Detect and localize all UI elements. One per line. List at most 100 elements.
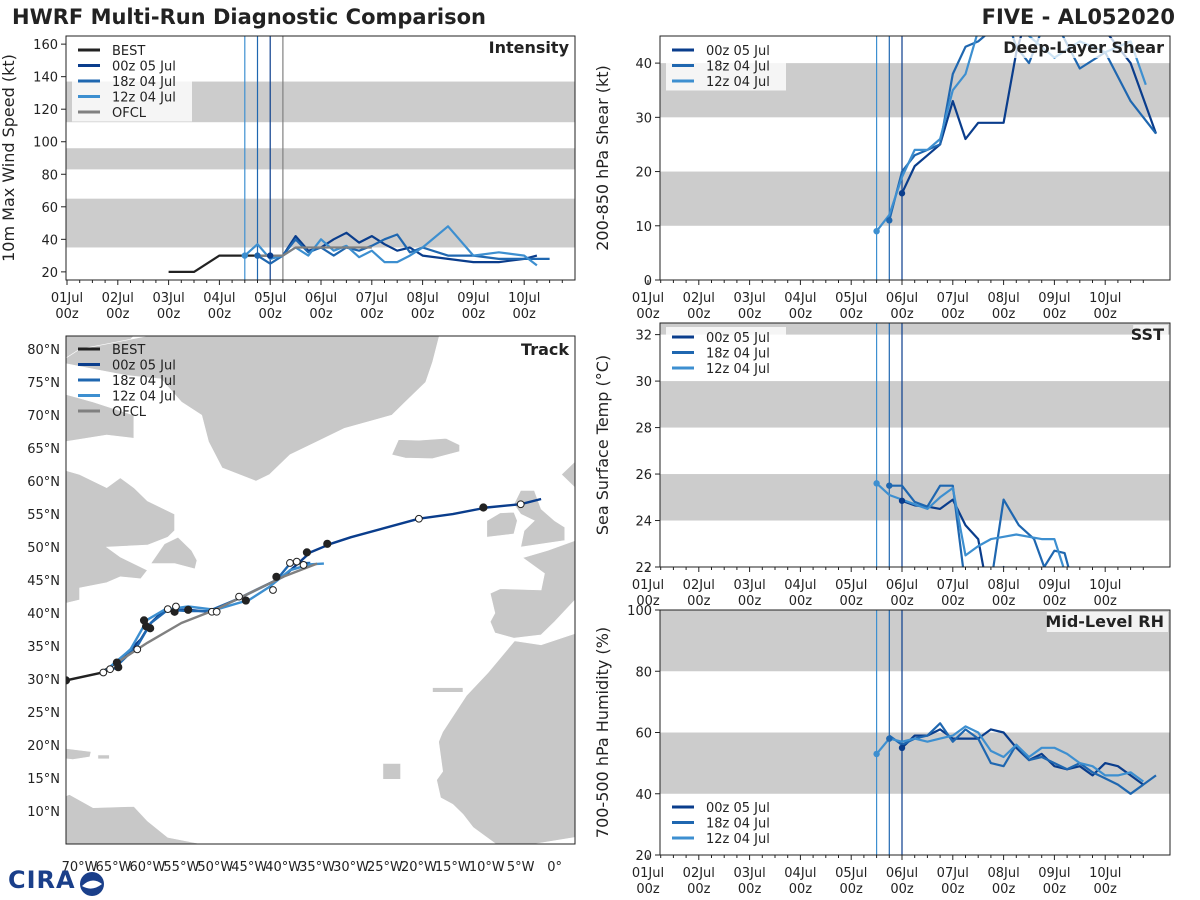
y-tick-label: 100 (33, 136, 58, 151)
track-point-filled (184, 605, 193, 614)
lon-tick-label: 60°W (129, 860, 165, 875)
x-tick-day: 08Jul (987, 866, 1019, 881)
x-tick-day: 06Jul (886, 866, 918, 881)
band-0 (660, 171, 1170, 226)
y-tick-label: 22 (635, 561, 652, 576)
land-newfoundland (150, 536, 198, 570)
series-line-00z-05-jul (901, 36, 1158, 194)
x-tick-day: 04Jul (203, 291, 235, 306)
land-iceland (391, 437, 460, 460)
lat-tick-label: 60°N (27, 475, 60, 490)
y-tick-label: 80 (635, 665, 652, 680)
panel-sst: 22242628303201Jul00z02Jul00z03Jul00z04Ju… (593, 322, 1171, 609)
x-tick-hour: 00z (1043, 594, 1067, 609)
x-tick-day: 09Jul (457, 291, 489, 306)
x-tick-day: 07Jul (937, 578, 969, 593)
legend-label: 12z 04 Jul (112, 91, 176, 106)
y-axis-label: 200-850 hPa Shear (kt) (593, 65, 612, 251)
x-tick-hour: 00z (890, 882, 914, 897)
init-marker-0 (873, 228, 880, 235)
legend-label: 12z 04 Jul (706, 362, 770, 377)
x-tick-hour: 00z (360, 307, 384, 322)
panel-track: 10°N 15°N 20°N 25°N 30°N 35°N 40°N 45°N 50°N 55°N… (27, 335, 576, 875)
x-tick-hour: 00z (55, 307, 79, 322)
x-tick-hour: 00z (840, 882, 864, 897)
track-point-open (106, 665, 115, 674)
x-tick-hour: 00z (941, 594, 965, 609)
lat-tick-label: 35°N (27, 640, 60, 655)
x-tick-hour: 00z (309, 307, 333, 322)
x-tick-day: 09Jul (1038, 291, 1070, 306)
lon-tick-label: 30°W (333, 860, 369, 875)
y-axis-label: 10m Max Wind Speed (kt) (0, 54, 18, 262)
lat-tick-label: 70°N (27, 409, 60, 424)
x-tick-hour: 00z (636, 307, 660, 322)
x-tick-day: 04Jul (784, 578, 816, 593)
band-0 (660, 732, 1170, 794)
init-marker-0 (873, 480, 880, 487)
panel-title: SST (1131, 325, 1164, 344)
track-point-filled (272, 572, 281, 581)
init-marker-1 (886, 735, 893, 742)
y-tick-label: 80 (41, 168, 58, 183)
lon-tick-label: 25°W (367, 860, 403, 875)
band-1 (660, 381, 1170, 428)
x-tick-hour: 00z (1043, 882, 1067, 897)
lon-tick-label: 35°W (299, 860, 335, 875)
track-point-open (516, 500, 525, 509)
x-tick-hour: 00z (992, 307, 1016, 322)
init-marker-0 (873, 750, 880, 758)
x-tick-hour: 00z (106, 307, 130, 322)
panel-rh: 2040608010001Jul00z02Jul00z03Jul00z04Jul… (593, 604, 1171, 897)
map-frame (65, 335, 576, 845)
y-tick-label: 30 (635, 375, 652, 390)
y-tick-label: 26 (635, 468, 652, 483)
init-marker-1 (886, 482, 893, 489)
track-point-filled (302, 548, 312, 557)
track-point-open (299, 561, 308, 569)
x-tick-hour: 00z (513, 307, 537, 322)
track-point-open (286, 559, 294, 567)
x-tick-hour: 00z (687, 882, 711, 897)
x-tick-hour: 00z (789, 882, 813, 897)
lat-tick-label: 15°N (27, 772, 60, 787)
x-tick-day: 09Jul (1038, 866, 1070, 881)
lon-tick-label: 0° (547, 860, 562, 875)
x-tick-hour: 00z (941, 882, 965, 897)
lon-tick-label: 50°W (197, 860, 233, 875)
x-tick-day: 02Jul (683, 866, 715, 881)
y-tick-label: 160 (33, 38, 58, 53)
lon-tick-label: 15°W (435, 860, 471, 875)
legend-label: 00z 05 Jul (112, 60, 176, 75)
x-tick-hour: 00z (1043, 307, 1067, 322)
x-tick-hour: 00z (157, 307, 181, 322)
x-tick-hour: 00z (941, 307, 965, 322)
panel-title: Deep-Layer Shear (1003, 38, 1164, 57)
track-point-filled (241, 596, 250, 605)
cira-logo: CIRA (4, 866, 114, 898)
page-title: HWRF Multi-Run Diagnostic Comparison (12, 5, 487, 29)
legend-label: 18z 04 Jul (706, 60, 770, 75)
lat-tick-label: 50°N (27, 541, 60, 556)
init-marker-2 (898, 497, 906, 504)
title-bg (1133, 325, 1168, 345)
track-point-filled (323, 539, 332, 548)
x-tick-day: 02Jul (102, 291, 134, 306)
init-marker-0 (241, 252, 248, 259)
x-tick-hour: 00z (1094, 594, 1118, 609)
x-tick-day: 02Jul (683, 578, 715, 593)
y-tick-label: 20 (635, 166, 652, 181)
track-point-open (415, 514, 423, 523)
land-britain (513, 490, 566, 548)
title-bg (480, 38, 573, 58)
track-point-open (172, 602, 180, 611)
x-tick-day: 10Jul (1089, 578, 1121, 593)
x-tick-hour: 00z (1094, 307, 1118, 322)
legend-label: OFCL (112, 405, 147, 420)
map-area (66, 336, 575, 844)
y-tick-label: 24 (635, 515, 652, 530)
x-tick-day: 04Jul (784, 291, 816, 306)
legend-label: 00z 05 Jul (706, 801, 770, 816)
x-tick-day: 05Jul (254, 291, 286, 306)
